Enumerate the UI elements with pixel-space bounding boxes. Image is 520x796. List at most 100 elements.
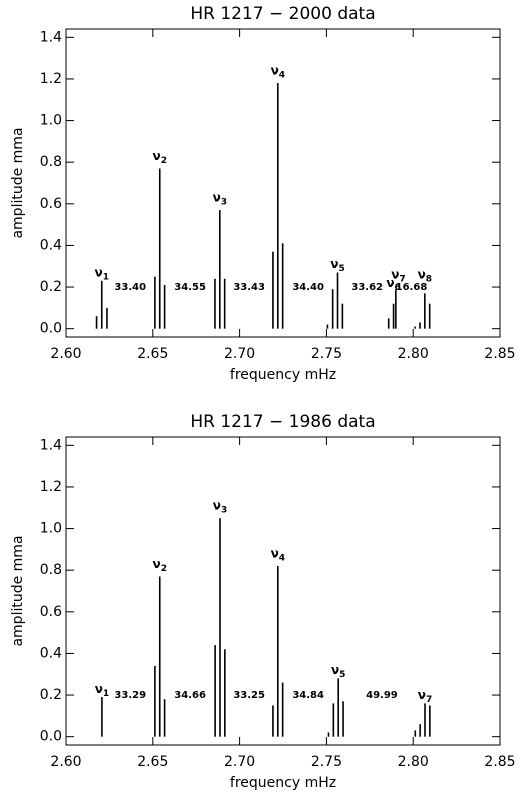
spacing-label: 49.99 [366,690,398,701]
chart-title: HR 1217 − 1986 data [190,412,375,432]
y-tick-label: 0.4 [40,237,62,253]
plot-frame [65,28,501,338]
stick [281,682,284,737]
stick [154,276,156,329]
peak-label: ν4 [271,63,285,80]
y-tick-label: 1.4 [40,29,62,45]
peak-symbol: ν [418,688,426,702]
stick [214,645,216,737]
x-tick-label: 2.85 [484,346,515,362]
peak-symbol: ν [153,556,161,570]
spacing-label: 34.66 [174,690,206,701]
stick [106,307,108,329]
y-tick-label: 0.2 [40,687,62,703]
stick [158,576,161,737]
peak-index: 5 [338,264,344,274]
stick [327,732,330,737]
stick [219,518,221,737]
stick [272,251,274,329]
spacing-label: 34.40 [292,282,324,293]
x-tick-label: 2.70 [224,346,255,362]
y-tick-label: 0.8 [40,154,62,170]
x-tick-label: 2.75 [311,754,342,770]
peak-symbol: ν [330,257,338,271]
y-tick-label: 1.2 [40,71,62,87]
stick [424,293,426,329]
spacing-label: 34.84 [292,690,324,701]
peak-symbol: ν [213,190,221,204]
peak-index: 2 [161,155,167,165]
chart-title: HR 1217 − 2000 data [190,4,375,24]
stick [419,322,421,329]
stick [341,303,344,329]
peak-label: ν3 [213,498,227,515]
peak-index: 3 [221,505,227,515]
x-tick-label: 2.80 [398,754,429,770]
x-tick-label: 2.65 [137,346,168,362]
peak-symbol: ν [331,663,339,677]
spacing-label: 34.55 [174,282,206,293]
peak-label: ν5 [331,663,345,680]
peak-index: 7 [426,695,432,705]
stick [419,724,421,737]
peak-index: 8 [426,274,432,284]
stick [387,318,390,329]
x-axis-label: frequency mHz [230,775,336,791]
y-tick-label: 0.8 [40,562,62,578]
peak-symbol: ν [271,63,279,77]
spacing-label: 33.40 [114,282,146,293]
stick [272,705,274,737]
stick [276,83,279,329]
stick [428,303,431,329]
y-tick-label: 1.4 [40,437,62,453]
stick [337,678,340,737]
stick [414,730,417,737]
peak-index: 4 [279,553,285,563]
stick [331,289,334,329]
x-tick-label: 2.60 [50,754,81,770]
peak-index: 2 [161,563,167,573]
spacing-label: 16.68 [396,282,428,293]
peak-symbol: ν [386,275,394,289]
stick [224,649,226,737]
peak-symbol: ν [271,546,279,560]
stick [101,697,103,737]
stick [281,243,284,329]
peak-symbol: ν [213,498,221,512]
peak-symbol: ν [95,681,103,695]
peak-label: ν3 [213,190,227,207]
stick [414,326,416,329]
peak-symbol: ν [153,148,161,162]
x-tick-label: 2.65 [137,754,168,770]
y-tick-label: 1.2 [40,479,62,495]
peak-index: 6 [395,282,401,292]
x-tick-label: 2.80 [398,346,429,362]
peak-label: ν2 [153,148,167,165]
stick [392,303,395,329]
x-tick-label: 2.60 [50,346,81,362]
y-tick-label: 0.6 [40,196,62,212]
stick [163,699,166,737]
stick [95,316,98,329]
peak-symbol: ν [418,267,426,281]
peak-index: 3 [221,197,227,207]
stick [154,665,156,737]
stick [223,278,226,329]
x-tick-label: 2.75 [311,346,342,362]
y-tick-label: 0.4 [40,645,62,661]
spacing-label: 33.29 [114,690,146,701]
peak-index: 7 [399,274,405,284]
peak-label: ν6 [386,275,400,292]
stick [326,324,329,329]
peak-label: ν7 [418,688,432,705]
stick [219,210,221,329]
stick [276,566,279,737]
spacing-label: 33.25 [233,690,265,701]
spacing-label: 33.62 [351,282,383,293]
y-axis-label: amplitude mma [10,127,26,238]
stick [332,703,335,737]
plot-frame [65,436,501,746]
stick [158,168,161,329]
peak-label: ν8 [418,267,432,284]
peak-index: 5 [339,670,345,680]
